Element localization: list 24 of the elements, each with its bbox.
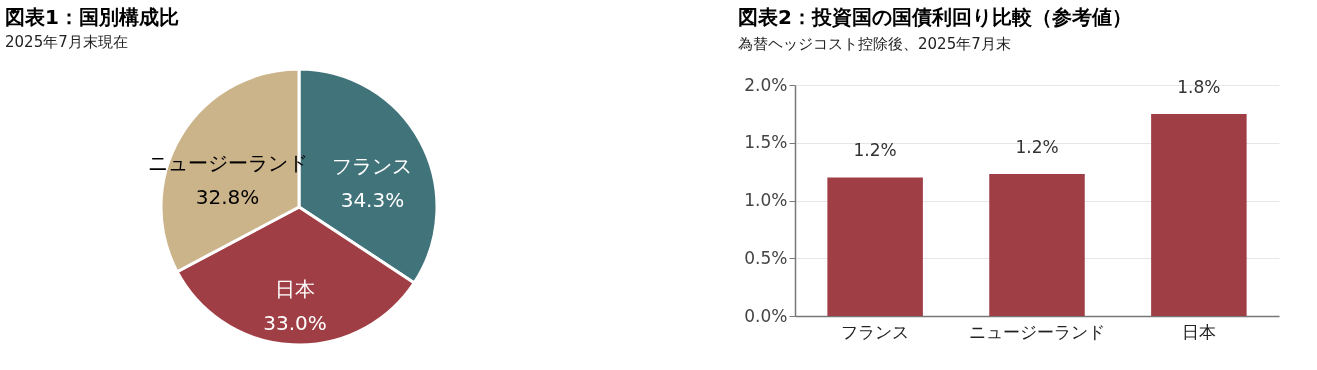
y-tick-label: 2.0% bbox=[744, 74, 788, 95]
chart-title: 図表1：国別構成比 bbox=[5, 4, 179, 31]
x-tick-label: フランス bbox=[841, 321, 910, 342]
chart-title: 図表2：投資国の国債利回り比較（参考値） bbox=[738, 4, 1132, 31]
slice-label: ニュージーランド bbox=[147, 151, 308, 176]
data-label: 33.0% bbox=[263, 311, 327, 336]
slice-label: 日本 bbox=[275, 277, 316, 302]
chart-subtitle: 2025年7月末現在 bbox=[5, 33, 128, 52]
data-label: 1.2% bbox=[853, 140, 897, 161]
bar bbox=[1151, 113, 1247, 316]
x-tick-label: ニュージーランド bbox=[969, 321, 1105, 342]
y-tick-label: 1.0% bbox=[744, 190, 788, 210]
chart-subtitle: 為替ヘッジコスト控除後、2025年7月末 bbox=[738, 35, 1011, 54]
data-label: 34.3% bbox=[340, 188, 405, 213]
data-label: 1.8% bbox=[1177, 76, 1221, 97]
data-label: 32.8% bbox=[195, 185, 260, 210]
y-tick-label: 0.5% bbox=[744, 247, 788, 268]
data-label: 1.2% bbox=[1015, 136, 1059, 157]
bar bbox=[989, 173, 1085, 316]
slice-label: フランス bbox=[332, 154, 413, 179]
x-tick-label: 日本 bbox=[1181, 321, 1216, 342]
y-tick-label: 0.0% bbox=[744, 305, 788, 326]
bar bbox=[827, 177, 923, 316]
y-tick-label: 1.5% bbox=[744, 132, 788, 153]
